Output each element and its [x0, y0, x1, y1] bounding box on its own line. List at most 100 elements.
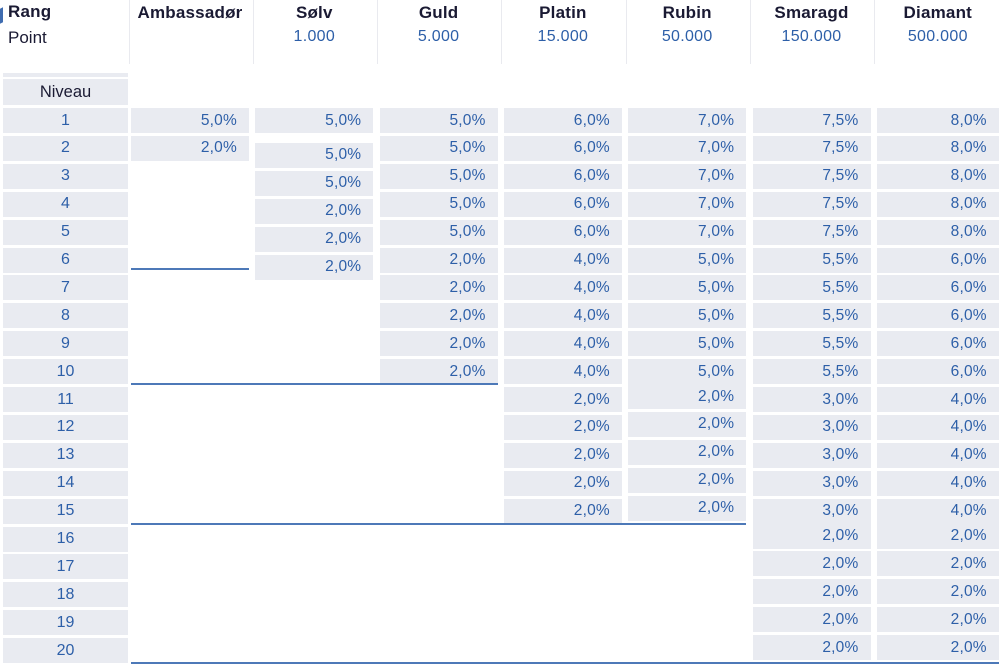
value-cell[interactable]: 7,5%: [752, 163, 871, 189]
value-cell[interactable]: 4,0%: [503, 359, 622, 385]
niveau-cell[interactable]: 10: [3, 359, 128, 385]
value-cell[interactable]: 5,0%: [255, 170, 374, 196]
value-cell[interactable]: 2,0%: [255, 198, 374, 224]
value-cell[interactable]: 6,0%: [503, 219, 622, 245]
niveau-cell[interactable]: 5: [3, 219, 128, 245]
value-cell[interactable]: 8,0%: [876, 108, 999, 133]
value-cell[interactable]: 7,0%: [628, 135, 747, 161]
niveau-cell[interactable]: 20: [3, 638, 128, 664]
value-cell[interactable]: 2,0%: [379, 247, 498, 273]
value-cell[interactable]: 3,0%: [752, 442, 871, 468]
value-cell[interactable]: 6,0%: [876, 359, 999, 385]
value-cell[interactable]: 4,0%: [876, 442, 999, 468]
value-cell[interactable]: 7,0%: [628, 191, 747, 217]
value-cell[interactable]: 5,0%: [379, 108, 498, 133]
niveau-cell[interactable]: 3: [3, 163, 128, 189]
value-cell[interactable]: 5,0%: [379, 191, 498, 217]
value-cell[interactable]: 4,0%: [876, 414, 999, 440]
value-cell[interactable]: 3,0%: [752, 498, 871, 524]
niveau-cell[interactable]: 8: [3, 303, 128, 329]
value-cell[interactable]: 2,0%: [131, 135, 249, 161]
value-cell[interactable]: 2,0%: [503, 498, 622, 524]
value-cell[interactable]: 5,0%: [628, 247, 747, 273]
value-cell[interactable]: 4,0%: [876, 387, 999, 412]
niveau-cell[interactable]: 1: [3, 108, 128, 133]
value-cell[interactable]: 2,0%: [379, 303, 498, 329]
value-cell[interactable]: 6,0%: [876, 247, 999, 273]
value-cell[interactable]: 4,0%: [503, 275, 622, 301]
value-cell[interactable]: 5,5%: [752, 331, 871, 357]
niveau-cell[interactable]: 17: [3, 554, 128, 580]
value-cell[interactable]: 4,0%: [876, 498, 999, 524]
value-cell[interactable]: 7,0%: [628, 163, 747, 189]
niveau-cell[interactable]: 12: [3, 414, 128, 440]
value-cell[interactable]: 2,0%: [752, 579, 871, 605]
value-cell[interactable]: 5,0%: [628, 275, 747, 301]
value-cell[interactable]: 2,0%: [255, 254, 374, 280]
value-cell[interactable]: 7,5%: [752, 219, 871, 245]
niveau-cell[interactable]: 16: [3, 526, 128, 552]
value-cell[interactable]: 3,0%: [752, 470, 871, 496]
value-cell[interactable]: 3,0%: [752, 387, 871, 412]
value-cell[interactable]: 2,0%: [876, 607, 999, 633]
value-cell[interactable]: 6,0%: [503, 163, 622, 189]
value-cell[interactable]: 2,0%: [876, 635, 999, 661]
niveau-cell[interactable]: 19: [3, 610, 128, 636]
value-cell[interactable]: 4,0%: [503, 247, 622, 273]
value-cell[interactable]: 5,0%: [628, 359, 747, 385]
niveau-cell[interactable]: 13: [3, 442, 128, 468]
value-cell[interactable]: 2,0%: [752, 551, 871, 577]
value-cell[interactable]: 5,5%: [752, 275, 871, 301]
value-cell[interactable]: 7,0%: [628, 219, 747, 245]
value-cell[interactable]: 8,0%: [876, 163, 999, 189]
value-cell[interactable]: 6,0%: [503, 108, 622, 133]
value-cell[interactable]: 5,0%: [379, 163, 498, 189]
value-cell[interactable]: 5,0%: [255, 108, 374, 133]
value-cell[interactable]: 2,0%: [628, 495, 747, 521]
niveau-cell[interactable]: 7: [3, 275, 128, 301]
value-cell[interactable]: 7,0%: [628, 108, 747, 133]
value-cell[interactable]: 2,0%: [379, 359, 498, 385]
value-cell[interactable]: 6,0%: [876, 303, 999, 329]
value-cell[interactable]: 5,0%: [628, 331, 747, 357]
value-cell[interactable]: 2,0%: [255, 226, 374, 252]
value-cell[interactable]: 8,0%: [876, 191, 999, 217]
value-cell[interactable]: 2,0%: [628, 384, 747, 409]
value-cell[interactable]: 2,0%: [379, 275, 498, 301]
value-cell[interactable]: 6,0%: [503, 191, 622, 217]
value-cell[interactable]: 8,0%: [876, 135, 999, 161]
value-cell[interactable]: 2,0%: [628, 439, 747, 465]
value-cell[interactable]: 2,0%: [628, 467, 747, 493]
niveau-cell[interactable]: 14: [3, 470, 128, 496]
niveau-cell[interactable]: 15: [3, 498, 128, 524]
value-cell[interactable]: 2,0%: [752, 635, 871, 661]
value-cell[interactable]: 7,5%: [752, 191, 871, 217]
niveau-cell[interactable]: 4: [3, 191, 128, 217]
value-cell[interactable]: 8,0%: [876, 219, 999, 245]
value-cell[interactable]: 5,0%: [379, 219, 498, 245]
value-cell[interactable]: 2,0%: [503, 470, 622, 496]
value-cell[interactable]: 5,0%: [628, 303, 747, 329]
niveau-cell[interactable]: 2: [3, 135, 128, 161]
value-cell[interactable]: 2,0%: [503, 387, 622, 412]
value-cell[interactable]: 2,0%: [876, 551, 999, 577]
niveau-cell[interactable]: 9: [3, 331, 128, 357]
value-cell[interactable]: 2,0%: [379, 331, 498, 357]
value-cell[interactable]: 3,0%: [752, 414, 871, 440]
value-cell[interactable]: 2,0%: [752, 523, 871, 549]
value-cell[interactable]: 6,0%: [503, 135, 622, 161]
value-cell[interactable]: 2,0%: [876, 579, 999, 605]
value-cell[interactable]: 6,0%: [876, 331, 999, 357]
value-cell[interactable]: 5,5%: [752, 303, 871, 329]
value-cell[interactable]: 6,0%: [876, 275, 999, 301]
value-cell[interactable]: 4,0%: [503, 303, 622, 329]
value-cell[interactable]: 4,0%: [503, 331, 622, 357]
value-cell[interactable]: 5,5%: [752, 359, 871, 385]
value-cell[interactable]: 2,0%: [503, 414, 622, 440]
value-cell[interactable]: 2,0%: [752, 607, 871, 633]
value-cell[interactable]: 7,5%: [752, 135, 871, 161]
value-cell[interactable]: 5,0%: [255, 142, 374, 168]
niveau-cell[interactable]: 11: [3, 387, 128, 412]
niveau-cell[interactable]: 6: [3, 247, 128, 273]
value-cell[interactable]: 5,0%: [131, 108, 249, 133]
